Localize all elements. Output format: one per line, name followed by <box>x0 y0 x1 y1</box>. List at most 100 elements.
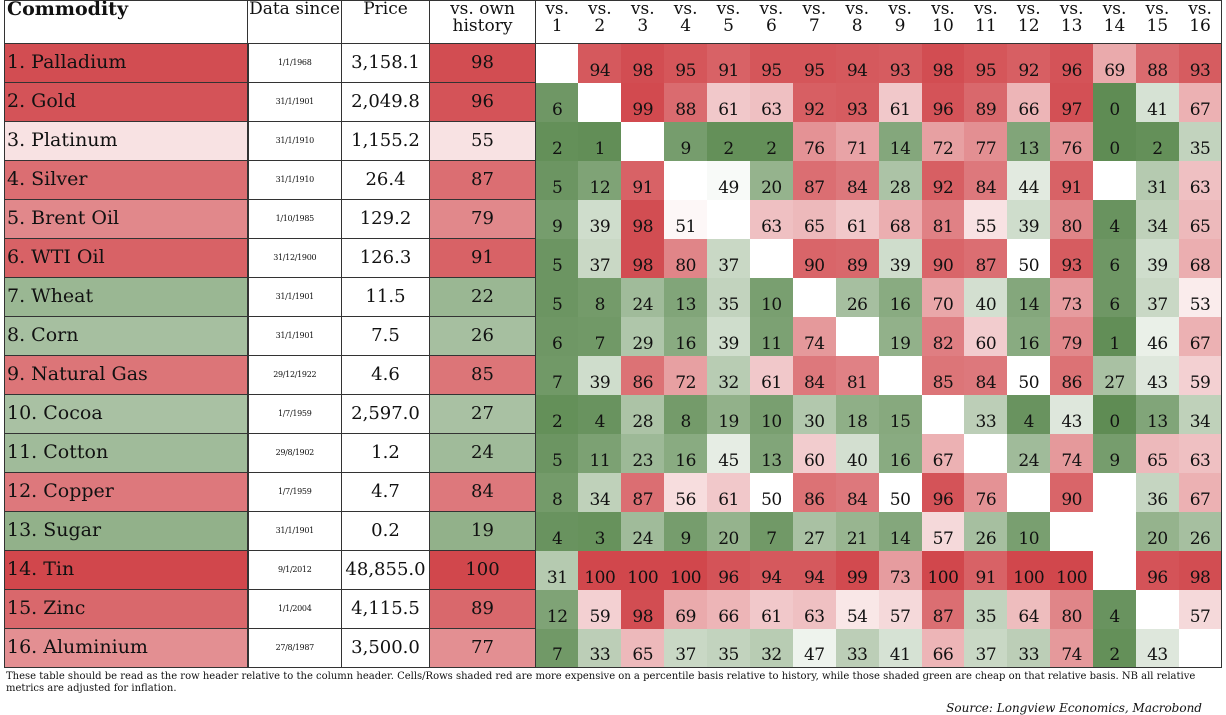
relative-cell: 45 <box>707 433 750 473</box>
relative-cell: 10 <box>749 394 793 434</box>
relative-cell: 66 <box>1007 82 1051 122</box>
header-vs-number: 2 <box>594 16 606 36</box>
data-since-cell: 31/1/1901 <box>247 82 342 122</box>
relative-cell: 8 <box>535 472 579 512</box>
commodity-name: 3. Platinum <box>4 121 249 161</box>
header-vs-number: 5 <box>723 16 734 36</box>
relative-cell: 59 <box>578 589 622 629</box>
relative-cell: 87 <box>921 589 965 629</box>
commodity-name: 15. Zinc <box>4 589 249 629</box>
relative-cell: 6 <box>535 82 579 122</box>
table-row: 8. Corn 31/1/1901 7.5 26 6 7 29 16 39 11 74 19 82 60 1… <box>4 316 1223 356</box>
commodity-name: 4. Silver <box>4 160 249 200</box>
relative-cell: 21 <box>835 511 879 551</box>
relative-cell: 61 <box>835 199 879 239</box>
relative-cell: 4 <box>578 394 622 434</box>
header-commodity: Commodity <box>4 0 248 44</box>
relative-cell: 11 <box>749 316 793 356</box>
header-vs-number: 11 <box>975 16 997 36</box>
relative-cell: 69 <box>1093 43 1136 83</box>
relative-cell: 100 <box>664 550 708 590</box>
relative-cell: 16 <box>664 433 708 473</box>
relative-cell: 61 <box>749 589 793 629</box>
relative-cell: 20 <box>749 160 793 200</box>
own-history-cell: 98 <box>429 43 536 83</box>
data-since-cell: 1/7/1959 <box>247 394 342 434</box>
relative-cell: 88 <box>664 82 708 122</box>
relative-cell: 95 <box>664 43 708 83</box>
relative-cell: 34 <box>1178 394 1223 434</box>
header-vs-label: vs. <box>1016 0 1041 19</box>
price-cell: 1,155.2 <box>341 121 430 161</box>
relative-cell: 20 <box>707 511 750 551</box>
relative-cell: 91 <box>621 160 665 200</box>
relative-cell: 77 <box>964 121 1008 161</box>
relative-cell: 67 <box>1178 82 1223 122</box>
relative-cell: 94 <box>749 550 793 590</box>
own-history-cell: 19 <box>429 511 536 551</box>
relative-cell: 63 <box>1178 433 1223 473</box>
data-since-cell: 31/1/1901 <box>247 277 342 317</box>
commodity-valuation-table: Commodity Data since Price vs. own histo… <box>4 0 1223 668</box>
relative-cell: 19 <box>878 316 922 356</box>
relative-cell: 26 <box>835 277 879 317</box>
header-vs-label: vs. <box>973 0 998 19</box>
relative-cell: 47 <box>792 628 836 668</box>
relative-cell: 87 <box>964 238 1008 278</box>
relative-cell: 50 <box>1007 355 1051 395</box>
header-vs-12: vs. 12 <box>1007 0 1051 44</box>
price-cell: 4.6 <box>341 355 430 395</box>
relative-cell: 54 <box>835 589 879 629</box>
relative-cell: 7 <box>535 355 579 395</box>
relative-cell: 41 <box>1135 82 1179 122</box>
own-history-cell: 89 <box>429 589 536 629</box>
relative-cell <box>792 277 836 317</box>
relative-cell: 35 <box>707 628 750 668</box>
header-vs-label: vs. <box>1059 0 1084 19</box>
price-cell: 11.5 <box>341 277 430 317</box>
relative-cell: 31 <box>535 550 579 590</box>
relative-cell: 6 <box>1093 238 1136 278</box>
relative-cell: 7 <box>578 316 622 356</box>
relative-cell: 50 <box>878 472 922 512</box>
table-header-row: Commodity Data since Price vs. own histo… <box>4 0 1223 44</box>
relative-cell: 7 <box>535 628 579 668</box>
data-since-cell: 31/1/1901 <box>247 316 342 356</box>
relative-cell: 97 <box>1050 82 1094 122</box>
header-vs-label: vs. <box>1145 0 1170 19</box>
relative-cell: 57 <box>1178 589 1223 629</box>
relative-cell: 15 <box>878 394 922 434</box>
relative-cell: 63 <box>749 82 793 122</box>
relative-cell: 37 <box>1135 277 1179 317</box>
relative-cell: 98 <box>621 589 665 629</box>
relative-cell: 9 <box>664 511 708 551</box>
table-row: 12. Copper 1/7/1959 4.7 84 8 34 87 56 61 50 86 84 50… <box>4 472 1223 512</box>
relative-cell: 41 <box>878 628 922 668</box>
commodity-name: 5. Brent Oil <box>4 199 249 239</box>
header-vs-16: vs. 16 <box>1178 0 1223 44</box>
relative-cell: 4 <box>535 511 579 551</box>
relative-cell: 6 <box>1093 277 1136 317</box>
relative-cell <box>1050 511 1094 551</box>
relative-cell: 68 <box>1178 238 1223 278</box>
relative-cell: 94 <box>835 43 879 83</box>
relative-cell: 14 <box>1007 277 1051 317</box>
relative-cell: 76 <box>964 472 1008 512</box>
relative-cell: 59 <box>1178 355 1223 395</box>
relative-cell <box>964 433 1008 473</box>
relative-cell: 12 <box>535 589 579 629</box>
header-vs-6: vs. 6 <box>749 0 793 44</box>
data-since-cell: 1/7/1959 <box>247 472 342 512</box>
relative-cell: 87 <box>792 160 836 200</box>
relative-cell: 93 <box>1178 43 1223 83</box>
relative-cell: 96 <box>707 550 750 590</box>
relative-cell: 5 <box>535 160 579 200</box>
header-vs-11: vs. 11 <box>964 0 1008 44</box>
relative-cell: 16 <box>1007 316 1051 356</box>
relative-cell: 74 <box>792 316 836 356</box>
relative-cell: 3 <box>578 511 622 551</box>
relative-cell: 14 <box>878 511 922 551</box>
relative-cell: 86 <box>792 472 836 512</box>
own-history-cell: 96 <box>429 82 536 122</box>
relative-cell: 5 <box>535 238 579 278</box>
